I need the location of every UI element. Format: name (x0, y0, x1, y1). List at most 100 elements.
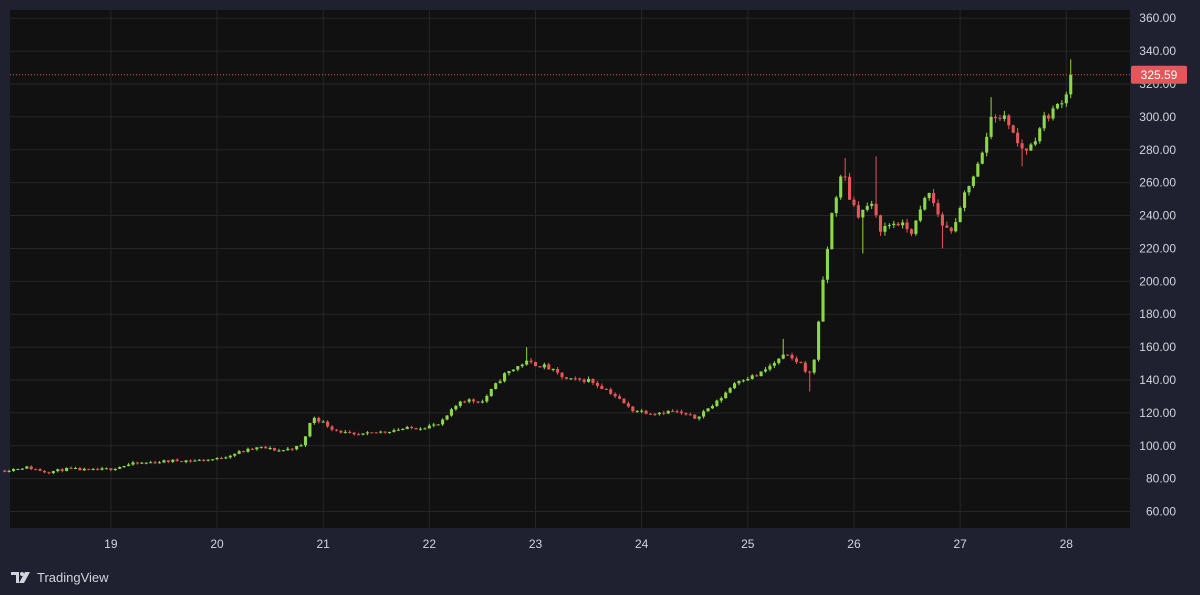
candle (432, 422, 436, 428)
candle (750, 374, 754, 380)
candle (702, 409, 706, 419)
candle (556, 366, 560, 375)
candle-body (73, 467, 78, 469)
candle (228, 454, 232, 459)
candle (870, 200, 874, 209)
candle (379, 430, 383, 434)
candle (449, 407, 454, 417)
candle-body (379, 431, 383, 433)
candle-body (171, 459, 175, 462)
x-tick-label: 25 (741, 537, 755, 551)
candle (219, 456, 223, 460)
candle-body (817, 321, 821, 360)
candle (878, 214, 883, 236)
y-tick-label: 280.00 (1139, 143, 1176, 157)
candle-body (852, 199, 856, 206)
candle-body (702, 411, 706, 417)
candle-body (573, 378, 577, 380)
candle (790, 352, 794, 361)
candle (1051, 105, 1055, 121)
grid-lines (10, 10, 1130, 528)
plot-area[interactable] (10, 10, 1130, 528)
candle (595, 380, 599, 389)
candle-body (197, 459, 201, 461)
candle (980, 151, 984, 165)
candle-body (281, 450, 285, 452)
candle-body (724, 392, 728, 399)
candle-body (918, 209, 922, 221)
candle (303, 436, 308, 447)
candle (640, 408, 644, 414)
candle (47, 471, 51, 475)
candle-body (706, 408, 710, 412)
candle (157, 461, 162, 464)
candle (60, 468, 64, 473)
candle (87, 468, 91, 471)
y-tick-label: 60.00 (1146, 505, 1176, 519)
candle-body (25, 466, 29, 469)
candle-body (874, 203, 878, 216)
candle (861, 209, 865, 254)
candle-body (454, 405, 458, 410)
candle (140, 461, 144, 464)
tradingview-brand[interactable]: TradingView (10, 568, 109, 586)
candle (573, 376, 577, 381)
candle-body (547, 364, 551, 370)
candle (405, 425, 409, 430)
candle (387, 431, 392, 434)
candle (472, 398, 476, 404)
candle-body (383, 431, 387, 433)
candle-body (365, 432, 369, 434)
time-axis[interactable]: 19 20 21 22 23 24 25 26 27 28 (104, 537, 1073, 551)
candle-body (449, 409, 454, 416)
candle (533, 361, 538, 367)
candle (821, 276, 825, 322)
candle (100, 466, 104, 471)
candle-body (666, 410, 670, 414)
candle-body (631, 406, 635, 412)
candle (396, 428, 400, 431)
candle-body (772, 363, 776, 366)
candle-body (516, 366, 520, 370)
candle (144, 462, 148, 465)
candle-body (259, 446, 263, 448)
candle-body (909, 229, 914, 234)
candle-body (295, 445, 299, 450)
candle (896, 221, 900, 227)
candle-body (1011, 125, 1015, 133)
candle-body (892, 223, 896, 226)
y-tick-label: 240.00 (1139, 209, 1176, 223)
candle-body (104, 468, 108, 470)
candle-body (662, 412, 666, 414)
price-axis[interactable]: 60.00 80.00 100.00 120.00 140.00 160.00 180.00… (1139, 11, 1176, 518)
candle-body (396, 429, 400, 431)
candle-body (936, 203, 940, 215)
candle (281, 449, 285, 452)
candle (370, 432, 374, 434)
candle (423, 427, 427, 430)
candle-body (1020, 143, 1024, 149)
tradingview-logo-icon (11, 572, 30, 583)
candle (96, 467, 100, 471)
candle (237, 449, 241, 455)
candle (511, 369, 515, 372)
candle (852, 196, 856, 207)
candle (560, 372, 564, 380)
candle-body (812, 359, 816, 373)
candle-body (219, 458, 223, 460)
candle (538, 366, 542, 368)
y-tick-label: 220.00 (1139, 241, 1176, 255)
candle (193, 459, 197, 462)
candle-body (69, 467, 73, 469)
candle-body (184, 460, 188, 463)
candle (679, 409, 684, 415)
candle (693, 414, 697, 420)
candle (998, 114, 1002, 121)
candle (993, 114, 998, 123)
candle (671, 408, 675, 412)
candle (7, 469, 11, 473)
candle-body (286, 448, 290, 451)
candle (51, 470, 55, 475)
